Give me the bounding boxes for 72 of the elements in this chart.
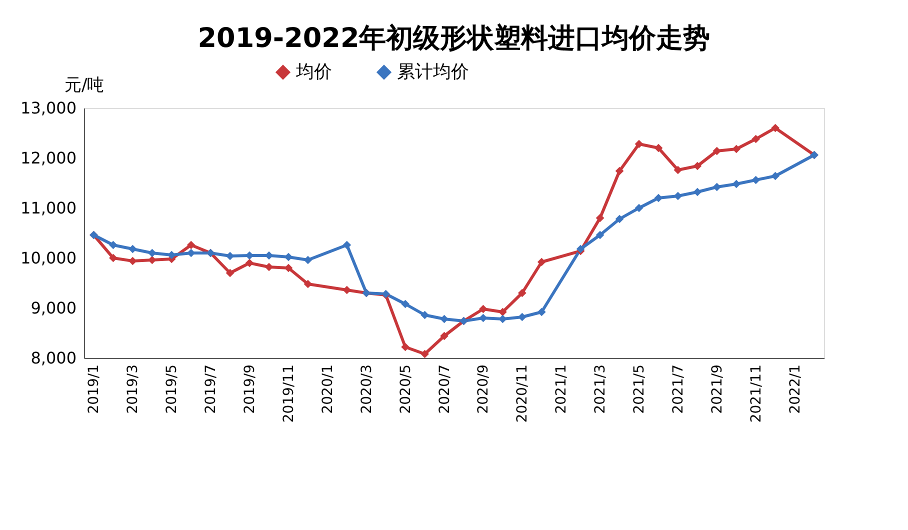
point [674,192,682,200]
x-tick-label: 2019/3 [125,364,142,414]
point [498,308,507,316]
legend-label: 累计均价 [397,61,469,82]
point [674,166,682,174]
x-tick-label: 2021/9 [709,364,726,414]
point [693,162,702,170]
chart-title: 2019-2022年初级形状塑料进口均价走势 [198,23,710,54]
x-tick-label: 2021/3 [592,364,609,414]
point [732,144,741,154]
point [693,188,702,196]
point [498,314,507,324]
point [109,254,118,262]
point [479,304,488,314]
x-tick-label: 2019/9 [242,364,258,414]
x-tick-label: 2021/1 [554,364,570,414]
x-tick-label: 2020/3 [358,364,375,414]
point [128,256,137,266]
point [596,214,604,222]
point [634,204,644,212]
legend-label: 均价 [295,61,332,82]
y-tick-label: 13,000 [20,98,76,118]
point [654,144,663,152]
x-tick-label: 2020/11 [514,364,531,423]
x-tick-label: 2022/1 [787,364,804,414]
point [518,288,526,298]
x-tick-label: 2019/5 [164,364,180,414]
point [752,134,760,144]
point [401,342,410,352]
y-axis-title: 元/吨 [64,76,104,96]
point [537,258,546,266]
point [634,140,644,148]
x-tick-label: 2019/1 [86,364,102,414]
x-tick-label: 2020/9 [476,364,492,414]
x-tick-label: 2021/7 [670,364,686,414]
point [148,248,156,258]
point [752,176,760,184]
y-tick-label: 9,000 [30,298,76,318]
point [732,180,741,188]
y-tick-label: 11,000 [20,198,76,218]
y-tick-label: 10,000 [20,248,76,268]
point [186,240,196,250]
point [596,230,604,240]
x-tick-label: 2021/11 [748,364,764,423]
point [771,172,780,180]
x-tick-label: 2021/5 [632,364,648,414]
point [420,350,429,358]
x-tick-label: 2019/7 [203,364,220,414]
point [771,124,780,132]
x-tick-label: 2020/1 [320,364,336,414]
point [245,258,254,268]
point [537,308,546,316]
point [654,194,663,202]
point [304,280,312,288]
y-tick-label: 12,000 [20,148,76,168]
point [440,332,448,340]
x-tick-label: 2020/7 [436,364,453,414]
point [128,244,137,254]
point [284,252,293,262]
point [420,310,429,320]
x-tick-label: 2019/11 [280,364,297,423]
point [109,240,118,250]
point [304,256,312,264]
point [342,240,352,250]
point [479,314,488,322]
point [401,300,410,308]
point [615,214,624,224]
point [226,268,234,278]
point [440,314,448,324]
point [615,166,624,176]
x-tick-label: 2020/5 [398,364,414,414]
y-tick-label: 8,000 [30,348,76,368]
